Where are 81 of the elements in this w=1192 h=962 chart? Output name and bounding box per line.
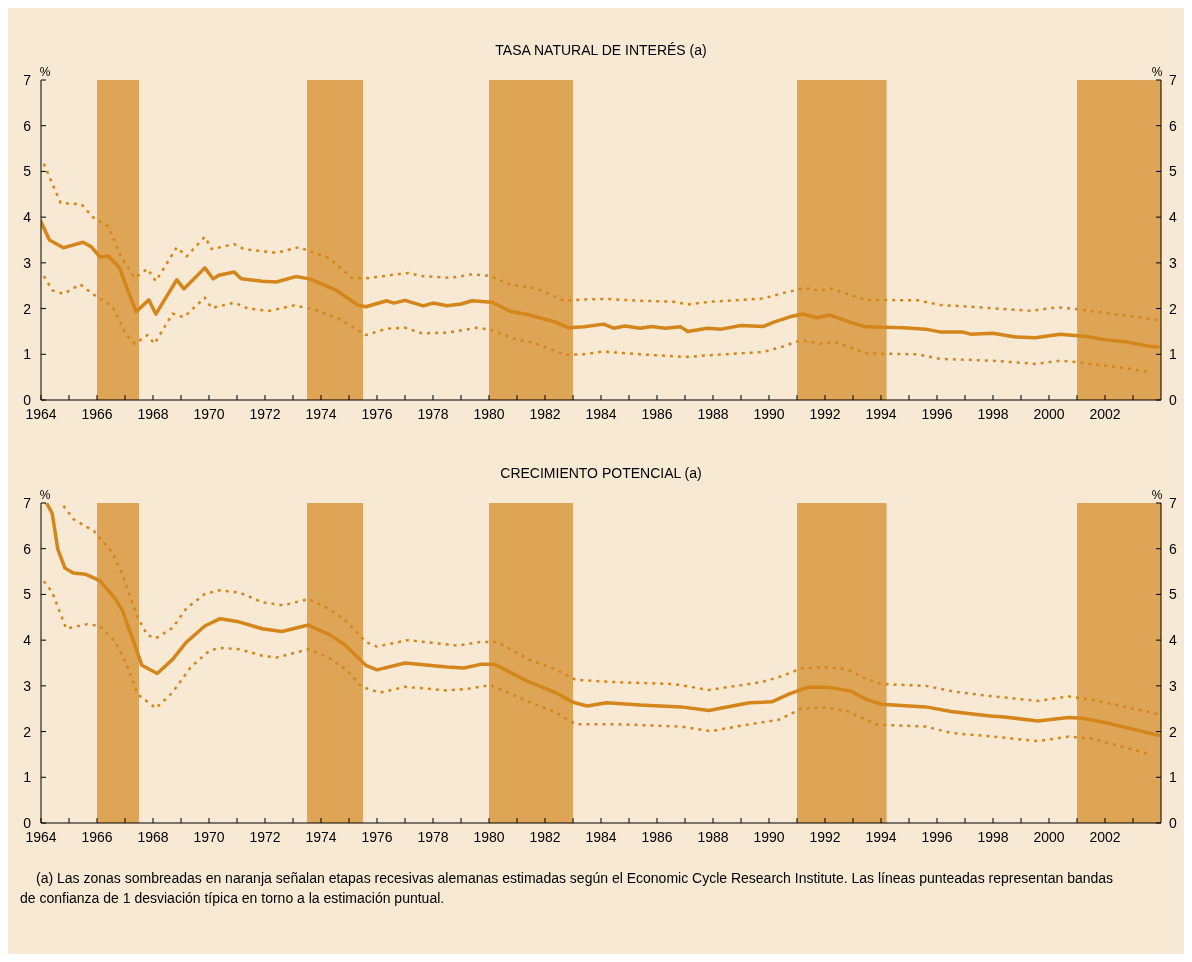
y-tick-label: 5 — [23, 163, 32, 180]
y2-tick-label: 2 — [1169, 723, 1177, 740]
x-tick-label: 1980 — [473, 406, 505, 422]
x-tick-label: 1984 — [585, 406, 617, 422]
line-series — [41, 219, 1160, 349]
x-tick-label: 1986 — [641, 829, 673, 845]
x-tick-label: 2002 — [1089, 829, 1121, 845]
y-tick-label: 2 — [23, 723, 32, 740]
x-tick-label: 1970 — [193, 406, 225, 422]
x-tick-label: 1972 — [249, 406, 281, 422]
x-tick-label: 1992 — [809, 406, 841, 422]
y-tick-label: 7 — [23, 495, 32, 511]
x-tick-label: 1974 — [305, 829, 337, 845]
y2-tick-label: 0 — [1169, 815, 1177, 831]
line-series — [42, 162, 1160, 322]
y-tick-label: 0 — [23, 815, 32, 831]
x-tick-label: 1964 — [25, 829, 57, 845]
y-tick-label: 3 — [23, 254, 32, 271]
y-tick-label: 1 — [23, 346, 32, 363]
y-tick-label: 2 — [23, 300, 32, 317]
y2-tick-label: 1 — [1169, 346, 1177, 363]
x-tick-label: 1998 — [977, 406, 1009, 422]
text: (a) Las zonas sombreadas en naranja señalan etapas recesivas alemanas estimadas según el Economic Cycle Research Institute. Las líneas punteadas representan bandas de confianza de 1 desviación típica en torno a la estimación puntual. — [20, 870, 1114, 906]
x-tick-label: 1966 — [81, 829, 113, 845]
x-tick-label: 2000 — [1033, 406, 1065, 422]
x-tick-label: 1970 — [193, 829, 225, 845]
x-tick-label: 1998 — [977, 829, 1009, 845]
y2-tick-label: 1 — [1169, 769, 1177, 786]
y-tick-label: 4 — [23, 209, 32, 226]
x-tick-label: 1980 — [473, 829, 505, 845]
x-tick-label: 1992 — [809, 829, 841, 845]
y2-tick-label: 0 — [1169, 392, 1177, 408]
y2-tick-label: 4 — [1169, 209, 1177, 226]
x-tick-label: 1978 — [417, 829, 449, 845]
x-tick-label: 1978 — [417, 406, 449, 422]
y2-tick-label: 3 — [1169, 254, 1177, 271]
y2-tick-label: 5 — [1169, 163, 1177, 180]
chart-title: CRECIMIENTO POTENCIAL (a) — [500, 465, 702, 481]
y2-tick-label: 5 — [1169, 586, 1177, 603]
x-tick-label: 1994 — [865, 406, 897, 422]
y2-axis-title: % — [1151, 65, 1163, 79]
x-tick-label: 1988 — [697, 406, 729, 422]
x-tick-label: 1990 — [753, 829, 785, 845]
x-tick-label: 2002 — [1089, 406, 1121, 422]
x-tick-label: 1966 — [81, 406, 113, 422]
y-axis-title: % — [39, 65, 51, 79]
x-tick-label: 1990 — [753, 406, 785, 422]
chart-title: TASA NATURAL DE INTERÉS (a) — [495, 42, 707, 58]
x-tick-label: 1994 — [865, 829, 897, 845]
y2-tick-label: 2 — [1169, 300, 1177, 317]
x-tick-label: 1964 — [25, 406, 57, 422]
x-tick-label: 1986 — [641, 406, 673, 422]
y-tick-label: 7 — [23, 72, 32, 88]
y2-tick-label: 7 — [1169, 72, 1177, 88]
y2-tick-label: 7 — [1169, 495, 1177, 511]
y-tick-label: 1 — [23, 769, 32, 786]
x-tick-label: 1982 — [529, 406, 561, 422]
x-tick-label: 1984 — [585, 829, 617, 845]
y2-tick-label: 6 — [1169, 117, 1177, 134]
y2-axis-title: % — [1151, 488, 1163, 502]
x-tick-label: 2000 — [1033, 829, 1065, 845]
x-tick-label: 1968 — [137, 406, 169, 422]
y-tick-label: 6 — [23, 540, 32, 557]
x-tick-label: 1996 — [921, 406, 953, 422]
x-tick-label: 1968 — [137, 829, 169, 845]
x-tick-label: 1976 — [361, 829, 393, 845]
x-tick-label: 1988 — [697, 829, 729, 845]
y-axis-title: % — [39, 488, 51, 502]
y2-tick-label: 6 — [1169, 540, 1177, 557]
y-tick-label: 0 — [23, 392, 32, 408]
x-tick-label: 1976 — [361, 406, 393, 422]
y-tick-label: 6 — [23, 117, 32, 134]
y2-tick-label: 4 — [1169, 632, 1177, 649]
y-tick-label: 5 — [23, 586, 32, 603]
y2-tick-label: 3 — [1169, 677, 1177, 694]
x-tick-label: 1974 — [305, 406, 337, 422]
x-tick-label: 1972 — [249, 829, 281, 845]
x-tick-label: 1982 — [529, 829, 561, 845]
y-tick-label: 3 — [23, 677, 32, 694]
x-tick-label: 1996 — [921, 829, 953, 845]
y-tick-label: 4 — [23, 632, 32, 649]
